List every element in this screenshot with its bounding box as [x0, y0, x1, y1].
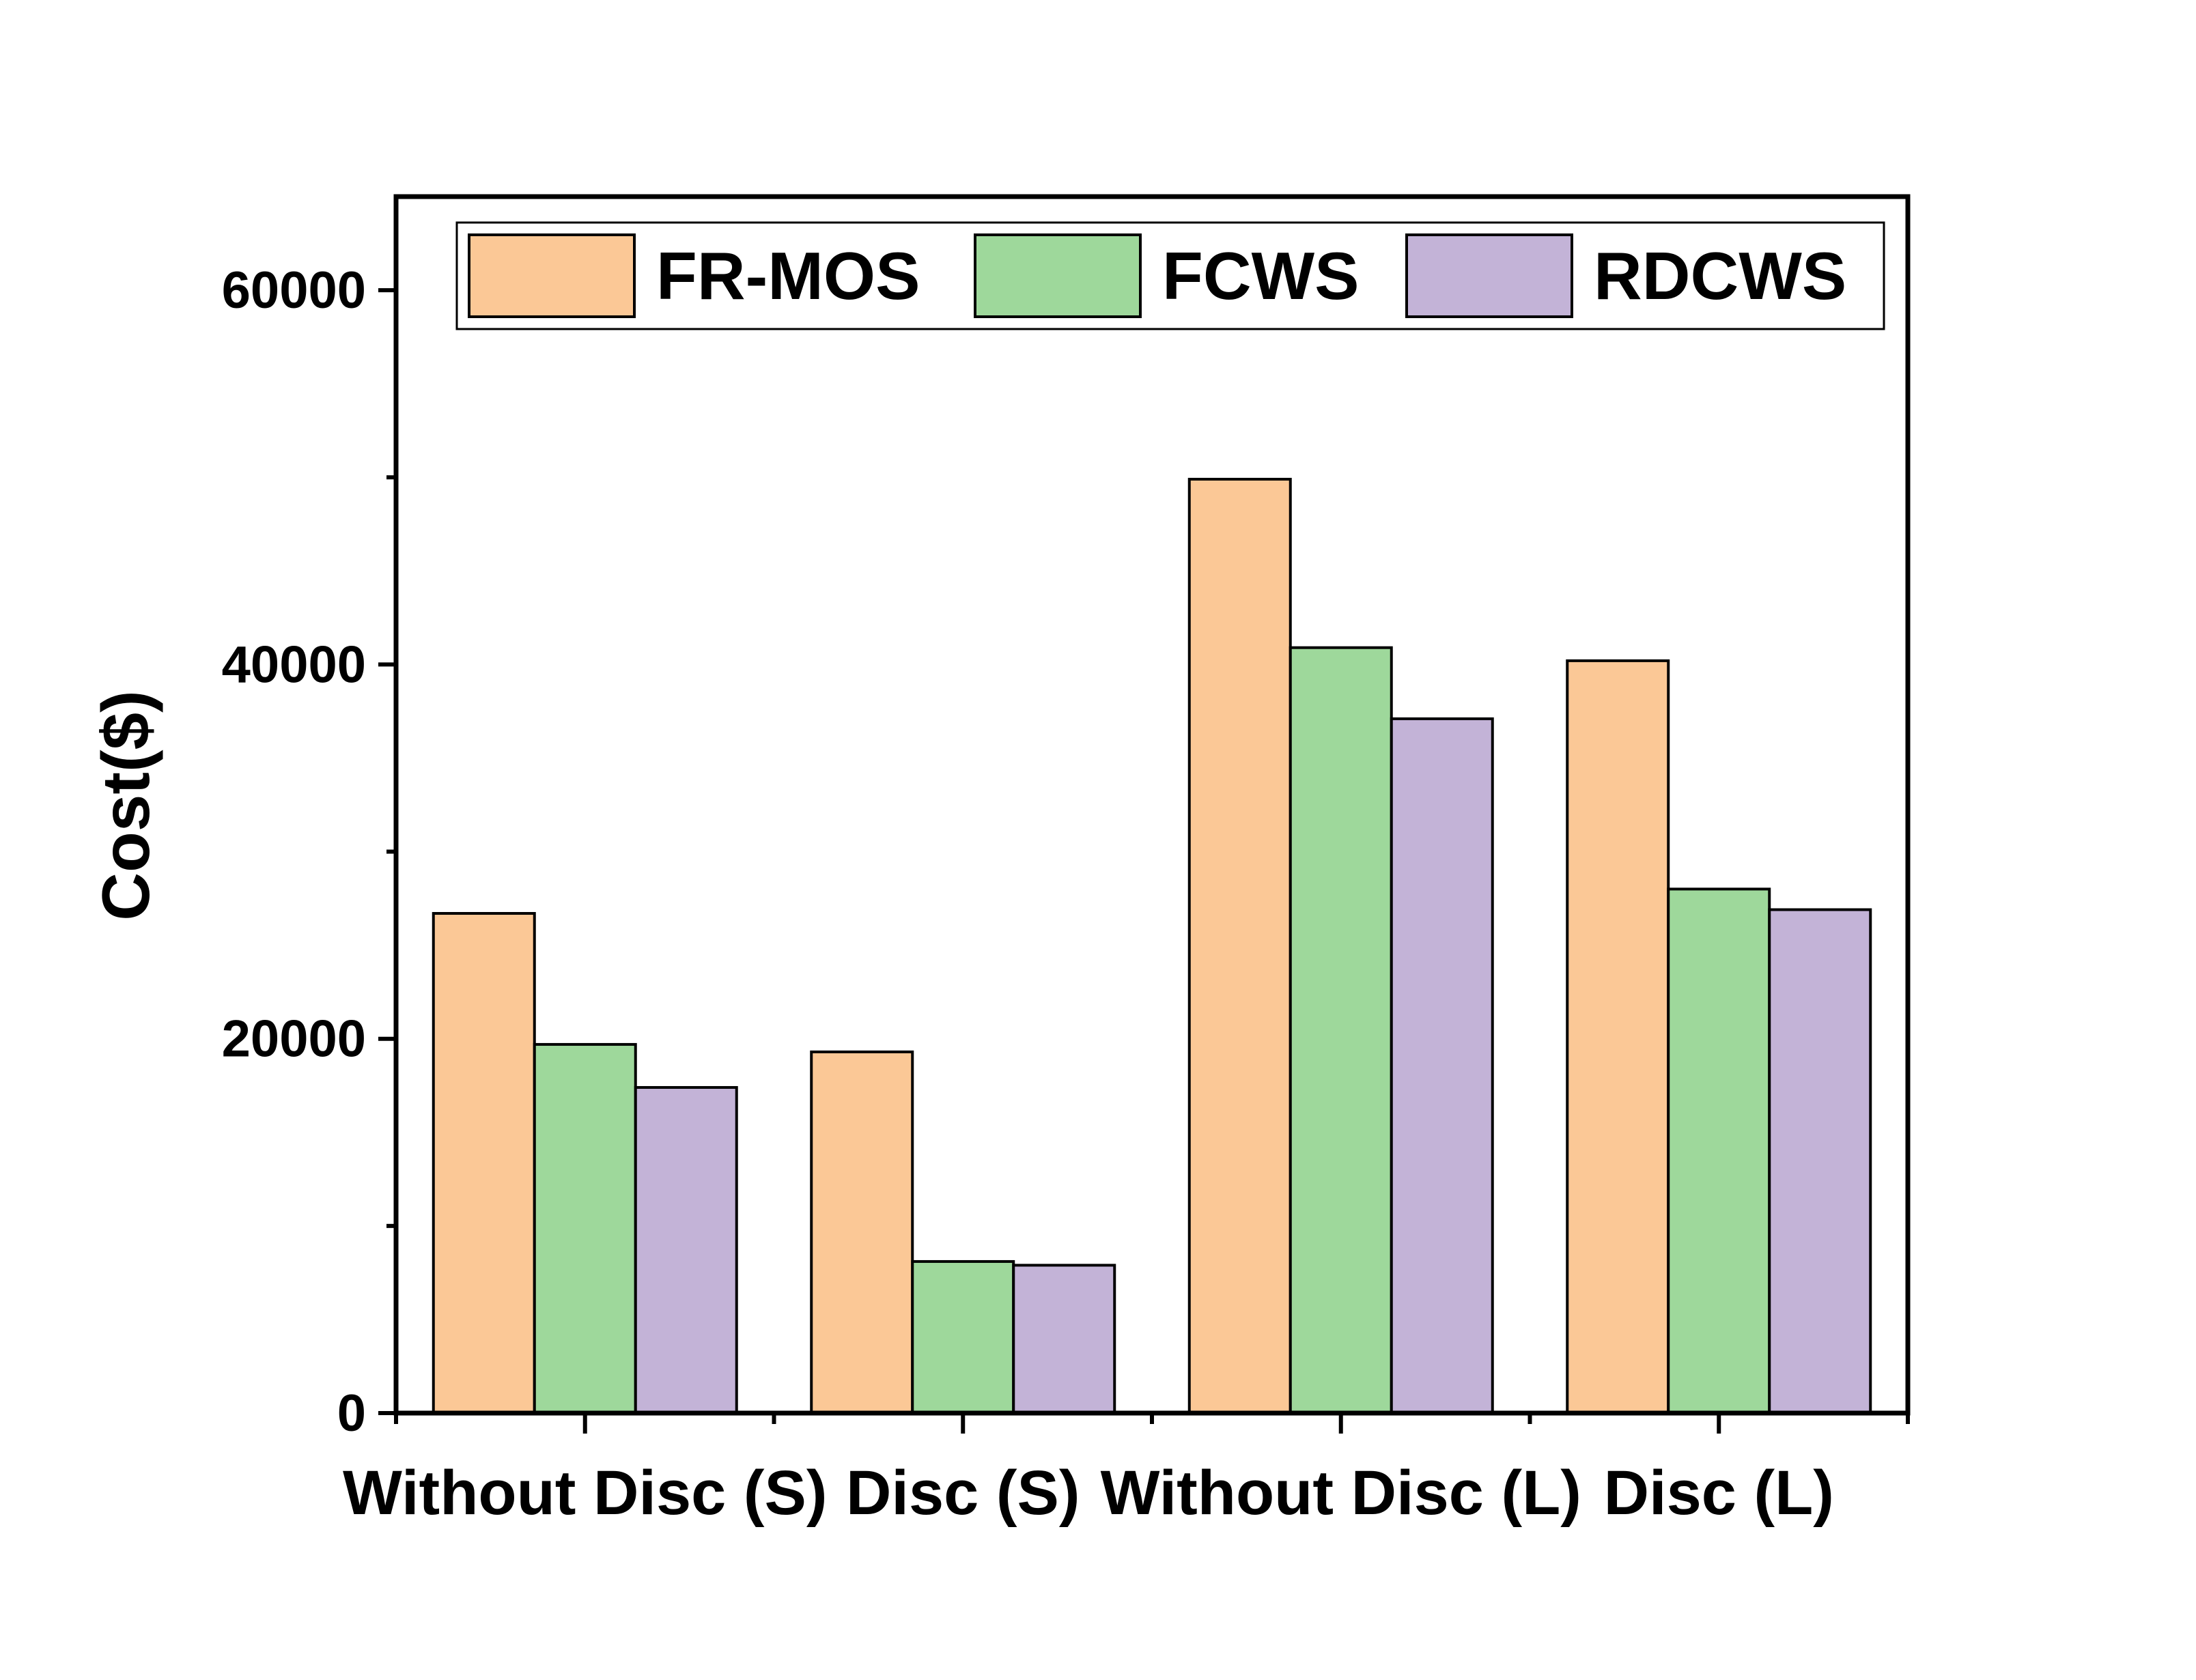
bar-fcws-4: [1667, 887, 1771, 1415]
bar-fr-mos-3: [1187, 477, 1292, 1414]
y-tick-label: 20000: [222, 1010, 366, 1068]
x-category-label: Disc (S): [846, 1458, 1080, 1528]
legend-label-fcws: FCWS: [1162, 238, 1360, 313]
legend-box: [455, 221, 1885, 330]
x-category-label: Without Disc (S): [343, 1458, 828, 1528]
y-tick-label: 60000: [222, 261, 366, 319]
bar-rdcws-3: [1390, 717, 1494, 1415]
bar-fr-mos-4: [1566, 659, 1670, 1415]
y-tick-label: 0: [337, 1384, 366, 1442]
bar-fcws-2: [911, 1259, 1015, 1415]
bar-fr-mos-1: [432, 912, 536, 1415]
bar-fcws-1: [533, 1042, 637, 1414]
x-category-label: Disc (L): [1604, 1458, 1834, 1528]
bar-rdcws-2: [1012, 1264, 1116, 1414]
y-axis-title: Cost($): [88, 690, 163, 921]
y-tick-label: 40000: [222, 636, 366, 694]
legend-swatch-fcws: [974, 233, 1142, 318]
legend: FR-MOS FCWS RDCWS: [455, 221, 1885, 330]
legend-swatch-rdcws: [1405, 233, 1573, 318]
y-axis: 0 20000 40000 60000: [222, 261, 396, 1442]
legend-label-rdcws: RDCWS: [1594, 238, 1846, 313]
x-axis: Without Disc (S) Disc (S) Without Disc (L)…: [343, 1413, 1910, 1528]
bar-fcws-3: [1289, 646, 1393, 1414]
bar-rdcws-1: [634, 1085, 738, 1414]
legend-label-fr-mos: FR-MOS: [656, 238, 920, 313]
bars-group: [432, 477, 1872, 1415]
legend-swatch-fr-mos: [468, 233, 636, 318]
bar-fr-mos-2: [810, 1050, 914, 1414]
x-category-label: Without Disc (L): [1101, 1458, 1581, 1528]
bar-rdcws-4: [1768, 908, 1872, 1414]
